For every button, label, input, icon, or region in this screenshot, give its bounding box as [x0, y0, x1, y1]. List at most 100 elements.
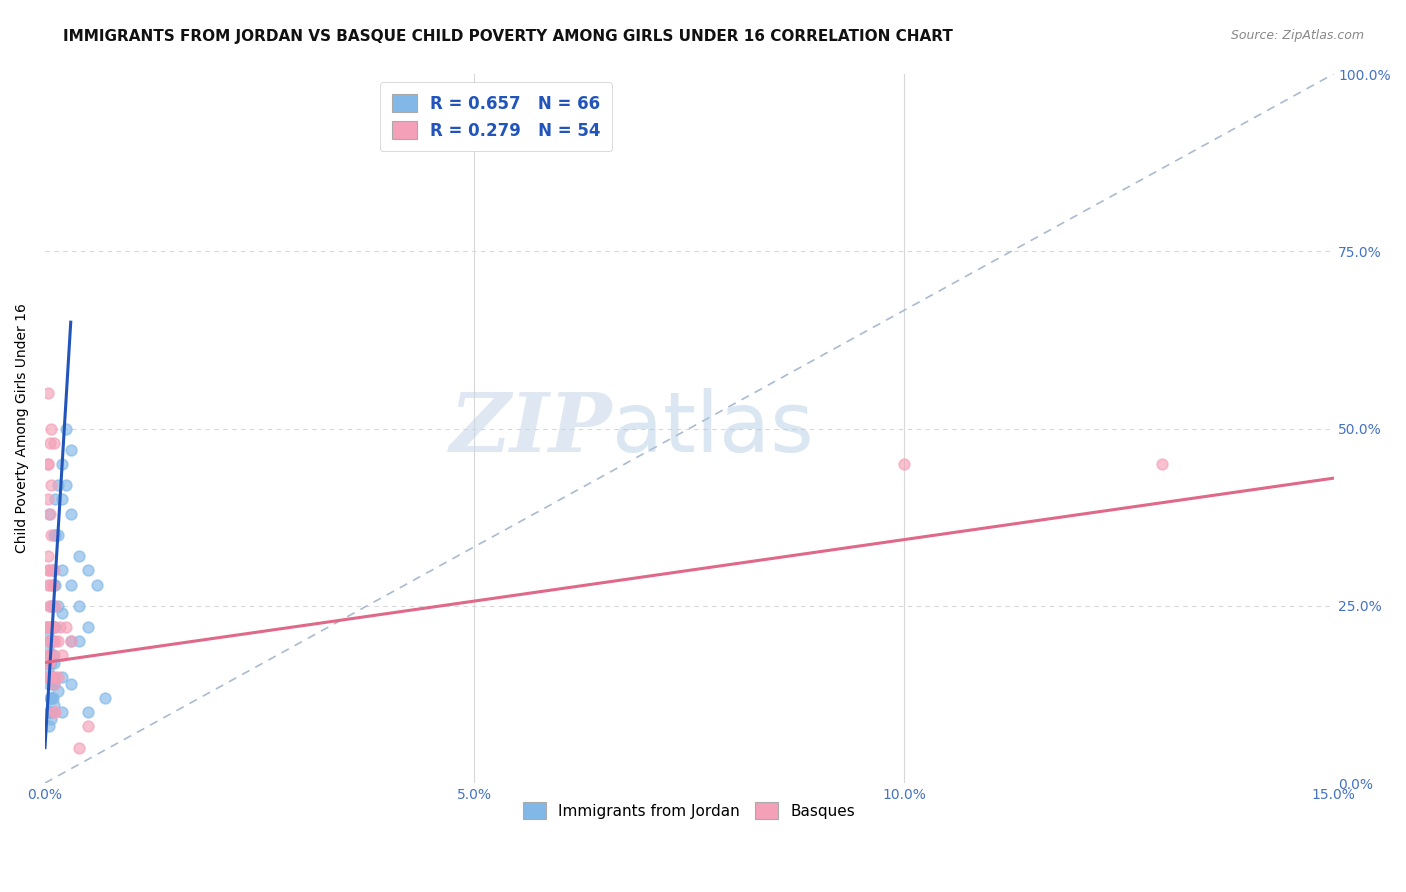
- Point: [39, 690, 62, 705]
- Point: [46, 528, 69, 542]
- Point: [41, 577, 63, 591]
- Point: [59, 634, 82, 648]
- Point: [51, 648, 73, 663]
- Point: [77, 719, 100, 733]
- Point: [37, 663, 59, 677]
- Point: [67, 599, 90, 613]
- Point: [51, 563, 73, 577]
- Point: [44, 577, 66, 591]
- Point: [39, 478, 62, 492]
- Point: [42, 577, 65, 591]
- Point: [38, 719, 60, 733]
- Point: [37, 577, 59, 591]
- Point: [35, 656, 58, 670]
- Point: [67, 549, 90, 563]
- Point: [55, 620, 77, 634]
- Point: [42, 620, 65, 634]
- Point: [37, 457, 59, 471]
- Point: [41, 690, 63, 705]
- Point: [39, 634, 62, 648]
- Point: [44, 620, 66, 634]
- Point: [46, 670, 69, 684]
- Point: [39, 620, 62, 634]
- Point: [39, 670, 62, 684]
- Point: [46, 478, 69, 492]
- Point: [39, 670, 62, 684]
- Point: [59, 677, 82, 691]
- Point: [59, 577, 82, 591]
- Point: [38, 656, 60, 670]
- Point: [37, 670, 59, 684]
- Text: ZIP: ZIP: [450, 389, 612, 468]
- Point: [42, 656, 65, 670]
- Point: [1150, 457, 1173, 471]
- Point: [39, 634, 62, 648]
- Point: [86, 577, 108, 591]
- Point: [42, 435, 65, 450]
- Point: [44, 634, 66, 648]
- Point: [51, 670, 73, 684]
- Point: [37, 627, 59, 641]
- Y-axis label: Child Poverty Among Girls Under 16: Child Poverty Among Girls Under 16: [15, 303, 30, 553]
- Point: [55, 421, 77, 435]
- Point: [77, 620, 100, 634]
- Point: [39, 705, 62, 719]
- Point: [51, 457, 73, 471]
- Point: [59, 442, 82, 457]
- Point: [41, 563, 63, 577]
- Point: [39, 599, 62, 613]
- Point: [41, 705, 63, 719]
- Point: [44, 670, 66, 684]
- Point: [51, 606, 73, 620]
- Point: [35, 620, 58, 634]
- Point: [44, 492, 66, 507]
- Point: [39, 670, 62, 684]
- Point: [37, 386, 59, 401]
- Point: [42, 705, 65, 719]
- Point: [42, 648, 65, 663]
- Point: [41, 670, 63, 684]
- Point: [38, 599, 60, 613]
- Point: [41, 634, 63, 648]
- Point: [94, 690, 117, 705]
- Point: [77, 563, 100, 577]
- Point: [41, 620, 63, 634]
- Point: [44, 599, 66, 613]
- Point: [42, 677, 65, 691]
- Point: [39, 421, 62, 435]
- Point: [42, 677, 65, 691]
- Point: [38, 563, 60, 577]
- Point: [39, 656, 62, 670]
- Point: [42, 528, 65, 542]
- Point: [38, 507, 60, 521]
- Point: [39, 599, 62, 613]
- Point: [37, 563, 59, 577]
- Point: [37, 492, 59, 507]
- Point: [37, 549, 59, 563]
- Point: [42, 563, 65, 577]
- Point: [77, 705, 100, 719]
- Point: [39, 528, 62, 542]
- Point: [51, 492, 73, 507]
- Point: [49, 620, 72, 634]
- Point: [39, 670, 62, 684]
- Point: [46, 684, 69, 698]
- Point: [39, 690, 62, 705]
- Point: [44, 705, 66, 719]
- Point: [39, 435, 62, 450]
- Point: [37, 620, 59, 634]
- Point: [38, 634, 60, 648]
- Point: [59, 634, 82, 648]
- Point: [38, 705, 60, 719]
- Point: [37, 648, 59, 663]
- Point: [37, 620, 59, 634]
- Point: [39, 712, 62, 726]
- Point: [39, 648, 62, 663]
- Point: [44, 528, 66, 542]
- Point: [42, 698, 65, 712]
- Point: [35, 670, 58, 684]
- Point: [41, 599, 63, 613]
- Point: [41, 620, 63, 634]
- Point: [35, 656, 58, 670]
- Point: [41, 690, 63, 705]
